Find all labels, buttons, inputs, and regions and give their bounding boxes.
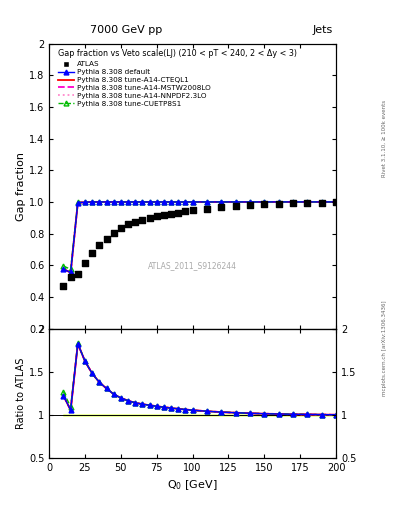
Point [218, 203, 224, 211]
Y-axis label: Gap fraction: Gap fraction [16, 152, 26, 221]
X-axis label: Q$_0$ [GeV]: Q$_0$ [GeV] [167, 479, 218, 493]
Point [333, 198, 339, 206]
Legend: ATLAS, Pythia 8.308 default, Pythia 8.308 tune-A14-CTEQL1, Pythia 8.308 tune-A14: ATLAS, Pythia 8.308 default, Pythia 8.30… [59, 61, 211, 106]
Point [146, 214, 152, 222]
Point [110, 229, 117, 237]
Point [161, 211, 167, 219]
Point [233, 202, 239, 210]
Text: ATLAS_2011_S9126244: ATLAS_2011_S9126244 [148, 262, 237, 270]
Point [189, 206, 196, 215]
Point [61, 282, 67, 290]
Point [103, 235, 110, 243]
Point [82, 259, 88, 267]
Point [304, 199, 310, 207]
Point [182, 207, 189, 216]
Y-axis label: Ratio to ATLAS: Ratio to ATLAS [16, 358, 26, 429]
Point [204, 204, 210, 212]
Point [247, 201, 253, 209]
Point [290, 199, 296, 207]
Point [132, 218, 138, 226]
Text: Gap fraction vs Veto scale(LJ) (210 < pT < 240, 2 < Δy < 3): Gap fraction vs Veto scale(LJ) (210 < pT… [58, 49, 297, 58]
Point [118, 224, 124, 232]
Text: Rivet 3.1.10, ≥ 100k events: Rivet 3.1.10, ≥ 100k events [382, 100, 387, 177]
Point [168, 210, 174, 218]
Point [261, 200, 268, 208]
Point [96, 241, 103, 249]
Point [89, 249, 95, 258]
Point [275, 200, 282, 208]
Point [175, 208, 182, 217]
Point [139, 216, 145, 224]
Text: mcplots.cern.ch [arXiv:1306.3436]: mcplots.cern.ch [arXiv:1306.3436] [382, 301, 387, 396]
Text: Jets: Jets [312, 25, 332, 35]
Point [125, 220, 131, 228]
Point [154, 212, 160, 221]
Point [75, 270, 81, 278]
Point [319, 199, 325, 207]
Point [68, 273, 74, 281]
Text: 7000 GeV pp: 7000 GeV pp [90, 25, 162, 35]
